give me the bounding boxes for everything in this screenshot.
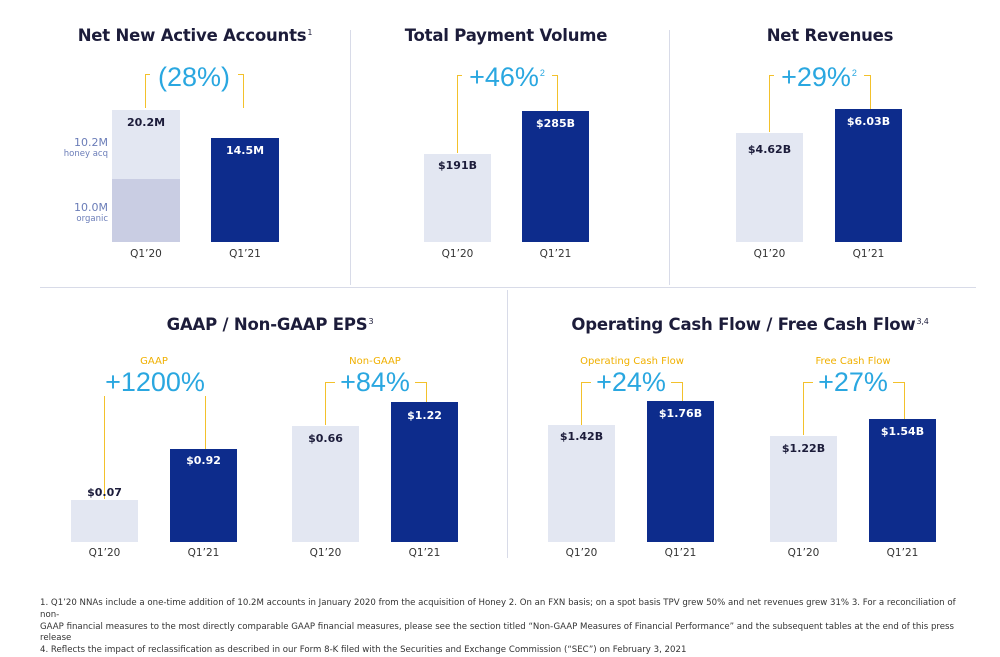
x-label-revenue-q121: Q1’21 xyxy=(852,248,885,260)
stack-label-organic: 10.0M organic xyxy=(74,201,108,224)
value-label-revenue-q121: $6.03B xyxy=(846,115,891,128)
divider-horizontal xyxy=(40,287,976,288)
x-label-fcf-q121: Q1’21 xyxy=(886,547,919,559)
bar-nnaa-q120-honey xyxy=(112,110,180,179)
x-label-revenue-q120: Q1’20 xyxy=(753,248,786,260)
value-label-tpv-q120: $191B xyxy=(438,159,477,172)
stack-label-honey: 10.2M honey acq xyxy=(63,136,108,159)
change-percent-tpv: +46%2 xyxy=(462,64,552,91)
value-label-gaap-q121: $0.92 xyxy=(186,454,221,467)
bar-nnaa-q120-organic xyxy=(112,179,180,242)
divider-top-1 xyxy=(350,30,351,285)
change-percent-nongaap: +84% xyxy=(335,369,415,396)
series-label-fcf: Free Cash Flow xyxy=(815,356,891,367)
bar-tpv-q121 xyxy=(522,111,589,242)
bar-tpv-q120 xyxy=(424,154,491,242)
bar-gaap-q121 xyxy=(170,449,237,542)
bar-fcf-q120 xyxy=(770,436,837,542)
chart-title-cashflow: Operating Cash Flow / Free Cash Flow3,4 xyxy=(571,315,929,334)
chart-title-eps: GAAP / Non-GAAP EPS3 xyxy=(166,315,374,334)
x-label-nnaa-q120: Q1’20 xyxy=(130,248,162,260)
series-label-gaap: GAAP xyxy=(140,356,168,367)
change-percent-ocf: +24% xyxy=(591,369,671,396)
bar-ocf-q120 xyxy=(548,425,615,542)
x-label-nongaap-q120: Q1’20 xyxy=(309,547,342,559)
value-label-revenue-q120: $4.62B xyxy=(747,143,792,156)
change-percent-fcf: +27% xyxy=(813,369,893,396)
value-label-tpv-q121: $285B xyxy=(536,117,575,130)
bar-revenue-q121 xyxy=(835,109,902,242)
value-label-nongaap-q121: $1.22 xyxy=(407,409,442,422)
value-label-fcf-q121: $1.54B xyxy=(880,425,925,438)
chart-title-tpv: Total Payment Volume xyxy=(404,26,608,45)
value-label-nongaap-q120: $0.66 xyxy=(308,432,343,445)
change-percent-nnaa: (28%) xyxy=(150,64,238,91)
series-label-ocf: Operating Cash Flow xyxy=(580,356,684,367)
bar-gaap-q120 xyxy=(71,500,138,542)
x-label-tpv-q120: Q1’20 xyxy=(441,248,474,260)
bar-ocf-q121 xyxy=(647,401,714,542)
series-label-nongaap: Non-GAAP xyxy=(349,356,401,367)
bar-revenue-q120 xyxy=(736,133,803,242)
bar-nongaap-q120 xyxy=(292,426,359,542)
change-percent-gaap: +1200% xyxy=(104,367,206,397)
divider-bottom xyxy=(507,290,508,558)
x-label-gaap-q121: Q1’21 xyxy=(187,547,220,559)
value-label-ocf-q121: $1.76B xyxy=(658,407,703,420)
chart-title-nnaa: Net New Active Accounts1 xyxy=(77,26,313,45)
footnotes: 1. Q1’20 NNAs include a one-time additio… xyxy=(40,598,970,657)
bar-fcf-q121 xyxy=(869,419,936,542)
x-label-nnaa-q121: Q1’21 xyxy=(229,248,261,260)
x-label-gaap-q120: Q1’20 xyxy=(88,547,121,559)
bar-nongaap-q121 xyxy=(391,402,458,542)
value-label-nnaa-q121: 14.5M xyxy=(225,144,265,157)
value-label-gaap-q120: $0.07 xyxy=(87,486,122,499)
value-label-fcf-q120: $1.22B xyxy=(781,442,826,455)
footnote-line-1: 1. Q1’20 NNAs include a one-time additio… xyxy=(40,598,956,620)
x-label-ocf-q121: Q1’21 xyxy=(664,547,697,559)
footnote-line-2: GAAP financial measures to the most dire… xyxy=(40,621,954,644)
divider-top-2 xyxy=(669,30,670,285)
x-label-tpv-q121: Q1’21 xyxy=(539,248,572,260)
bar-nnaa-q121 xyxy=(211,138,279,242)
chart-title-revenue: Net Revenues xyxy=(766,26,894,45)
change-percent-revenue: +29%2 xyxy=(774,64,864,91)
x-label-ocf-q120: Q1’20 xyxy=(565,547,598,559)
value-label-nnaa-q120: 20.2M xyxy=(126,116,166,129)
x-label-nongaap-q121: Q1’21 xyxy=(408,547,441,559)
x-label-fcf-q120: Q1’20 xyxy=(787,547,820,559)
value-label-ocf-q120: $1.42B xyxy=(559,430,604,443)
